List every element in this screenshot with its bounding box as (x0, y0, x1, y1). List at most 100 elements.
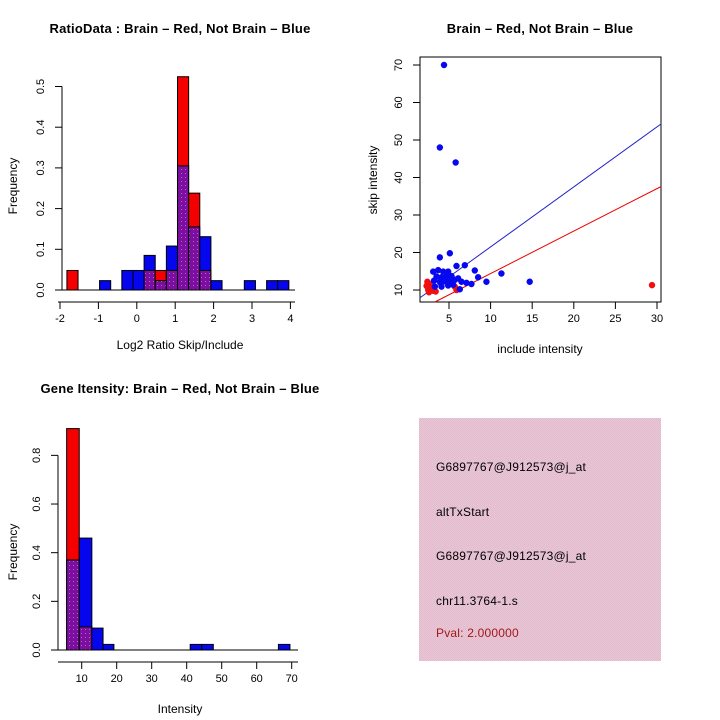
hist-bar-red (66, 269, 79, 291)
scatter-point-blue (483, 278, 490, 285)
scatter-point-blue (449, 281, 457, 288)
ratio-histogram-xlabel: Log2 Ratio Skip/Include (116, 338, 244, 352)
hist-bar-blue (91, 627, 104, 651)
probe-id-text-2: G6897767@J912573@j_at (436, 549, 587, 563)
panel-ratio-histogram: -2 -1 0 1 2 3 4 0.0 0.1 0.2 0.3 0.4 0.5 RatioData : … (0, 0, 360, 360)
x-tick-label: 10 (484, 313, 496, 325)
scatter-point-blue (438, 283, 445, 290)
y-tick-label: 0.0 (35, 282, 47, 297)
gene-histogram-ylabel: Frequency (6, 523, 20, 581)
panel-gene-histogram: 10 20 30 40 50 60 70 0.0 0.2 0.4 0.6 0.8 Gene Itens… (0, 360, 360, 720)
y-tick-label: 0.1 (35, 242, 47, 257)
scatter-point-blue (463, 279, 470, 287)
y-tick-label: 0.4 (31, 545, 43, 560)
scatter-point-blue (429, 268, 437, 275)
ratio-histogram-title: RatioData : Brain – Red, Not Brain – Blu… (49, 21, 311, 36)
y-tick-label: 0.5 (35, 79, 47, 94)
scatter-point-blue (453, 262, 460, 270)
hist-bar-blue (189, 643, 203, 651)
hist-bar-blue (102, 643, 115, 651)
gene-info-box: G6897767@J912573@j_at altTxStart G689776… (419, 418, 661, 661)
ratio-histogram-plot: -2 -1 0 1 2 3 4 0.0 0.1 0.2 0.3 0.4 0.5 (35, 76, 295, 325)
scatter-point-blue (471, 267, 478, 274)
y-tick-label: 0.2 (35, 201, 47, 216)
y-tick-label: 0.3 (35, 160, 47, 175)
hist-bar-overlap (66, 559, 80, 651)
y-tick-label: 70 (393, 59, 405, 71)
scatter-point-blue (468, 280, 475, 288)
y-tick-label: 0.0 (31, 642, 43, 657)
alt-tx-start-text: altTxStart (436, 505, 490, 519)
scatter-ylabel: skip intensity (366, 145, 380, 215)
y-tick-label: 50 (393, 134, 405, 146)
scatter-point-blue (440, 61, 448, 69)
scatter-point-blue (436, 278, 444, 285)
abline-blue (419, 123, 662, 299)
scatter-point-blue (439, 268, 447, 275)
x-tick-label: 4 (287, 313, 293, 325)
x-tick-label: 2 (211, 313, 217, 325)
scatter-point-blue (436, 254, 444, 261)
scatter-point-blue (444, 282, 452, 289)
scatter-point-blue (461, 262, 469, 269)
scatter-point-blue (434, 266, 442, 274)
y-tick-label: 0.4 (35, 120, 47, 135)
x-tick-label: 25 (609, 313, 621, 325)
gene-histogram-xlabel: Intensity (157, 702, 203, 716)
x-tick-label: 10 (76, 673, 88, 685)
x-tick-label: 1 (172, 313, 178, 325)
panel-info-box: G6897767@J912573@j_at altTxStart G689776… (360, 360, 720, 720)
scatter-point-red (425, 289, 433, 296)
hist-bar-blue (210, 280, 223, 291)
hist-bar-blue (266, 280, 279, 291)
y-tick-label: 0.8 (31, 448, 43, 463)
hist-bar-blue (243, 280, 256, 291)
hist-bar-blue (277, 643, 291, 651)
scatter-point-blue (431, 283, 439, 290)
x-tick-label: 3 (249, 313, 255, 325)
scatter-point-blue (430, 277, 438, 284)
hist-bar-overlap (78, 626, 93, 651)
hist-bar-blue (121, 269, 134, 291)
x-tick-label: 0 (134, 313, 140, 325)
scatter-point-blue (436, 144, 444, 151)
scatter-point-blue (498, 270, 505, 277)
y-tick-label: 0.6 (31, 496, 43, 511)
hist-bar-overlap (199, 269, 212, 291)
y-tick-label: 20 (393, 246, 405, 258)
y-tick-label: 10 (393, 284, 405, 296)
pval-text: Pval: 2.000000 (436, 626, 519, 640)
scatter-point-blue (458, 278, 465, 285)
hist-bar-blue (132, 269, 145, 291)
hist-bar-overlap (143, 269, 156, 291)
gene-histogram-plot: 10 20 30 40 50 60 70 0.0 0.2 0.4 0.6 0.8 (31, 428, 298, 685)
x-tick-label: 20 (111, 673, 123, 685)
ratio-histogram-ylabel: Frequency (6, 157, 20, 215)
x-tick-label: 70 (286, 673, 298, 685)
scatter-point-blue (452, 159, 459, 166)
x-tick-label: 60 (251, 673, 263, 685)
hist-bar-overlap (188, 226, 201, 291)
x-tick-label: 30 (651, 313, 663, 325)
y-tick-label: 60 (393, 96, 405, 108)
x-tick-label: 20 (568, 313, 580, 325)
hist-bar-overlap (165, 269, 179, 291)
y-tick-label: 40 (393, 171, 405, 183)
x-tick-label: -2 (55, 313, 65, 325)
x-tick-label: 40 (181, 673, 193, 685)
hist-bar-overlap (177, 165, 190, 291)
x-tick-label: 5 (446, 313, 452, 325)
hist-bar-overlap (154, 280, 167, 291)
scatter-point-blue (444, 268, 452, 275)
gene-histogram-title: Gene Itensity: Brain – Red, Not Brain – … (40, 381, 320, 396)
hist-bar-blue (277, 280, 290, 291)
scatter-point-blue (456, 286, 464, 293)
panel-scatter: 5 10 15 20 25 30 10 20 30 40 50 60 70 Brain – Red, N… (360, 0, 720, 360)
hist-bar-blue (201, 643, 214, 651)
scatter-point-blue (526, 278, 533, 285)
scatter-title: Brain – Red, Not Brain – Blue (446, 21, 634, 36)
scatter-xlabel: include intensity (497, 342, 583, 356)
probe-id-text: G6897767@J912573@j_at (436, 460, 587, 474)
hist-bar-blue (99, 280, 112, 291)
